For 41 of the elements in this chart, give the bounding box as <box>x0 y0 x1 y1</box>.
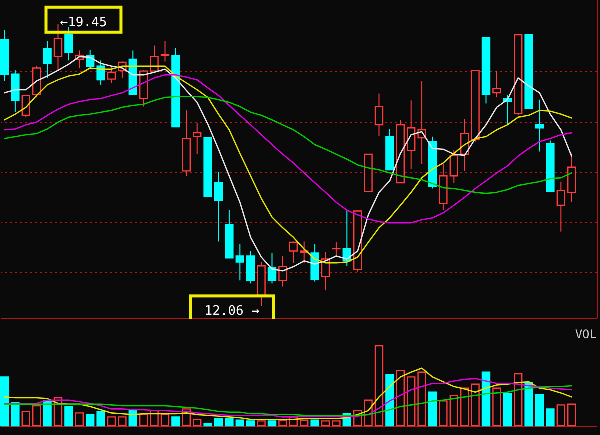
bar <box>0 376 10 427</box>
candlestick <box>492 70 502 98</box>
bar <box>204 423 212 427</box>
bar <box>246 420 256 427</box>
candlestick <box>150 45 159 72</box>
candlestick <box>374 93 384 137</box>
bar <box>214 418 224 427</box>
bar <box>310 420 320 427</box>
candlestick <box>278 256 288 288</box>
candlestick <box>64 26 74 62</box>
bar <box>535 394 544 427</box>
bar <box>386 374 394 427</box>
chart-title: VOL <box>575 327 597 342</box>
candlestick <box>193 122 202 155</box>
bar <box>172 416 180 427</box>
candlestick <box>289 241 298 264</box>
bar <box>428 392 438 427</box>
bar <box>96 411 106 427</box>
bar <box>11 402 20 427</box>
bar <box>524 382 534 427</box>
annotation: 12.06 → <box>204 304 260 320</box>
bar <box>236 420 244 427</box>
candlestick <box>214 171 224 242</box>
annotation: ←19.45 <box>60 15 108 30</box>
candlestick <box>450 150 458 184</box>
bar <box>225 418 234 427</box>
bar <box>482 372 491 427</box>
candlestick <box>535 99 544 152</box>
candlestick <box>107 66 116 84</box>
bar <box>64 406 74 427</box>
candlestick <box>43 40 52 79</box>
candlestick <box>236 244 244 282</box>
bar <box>43 400 52 427</box>
bar <box>268 420 277 427</box>
candlestick <box>160 40 170 62</box>
candlestick <box>332 242 341 257</box>
candlestick <box>556 181 566 232</box>
bar <box>86 414 95 427</box>
candlestick <box>96 60 106 86</box>
bar <box>503 393 512 427</box>
bar <box>546 408 555 427</box>
